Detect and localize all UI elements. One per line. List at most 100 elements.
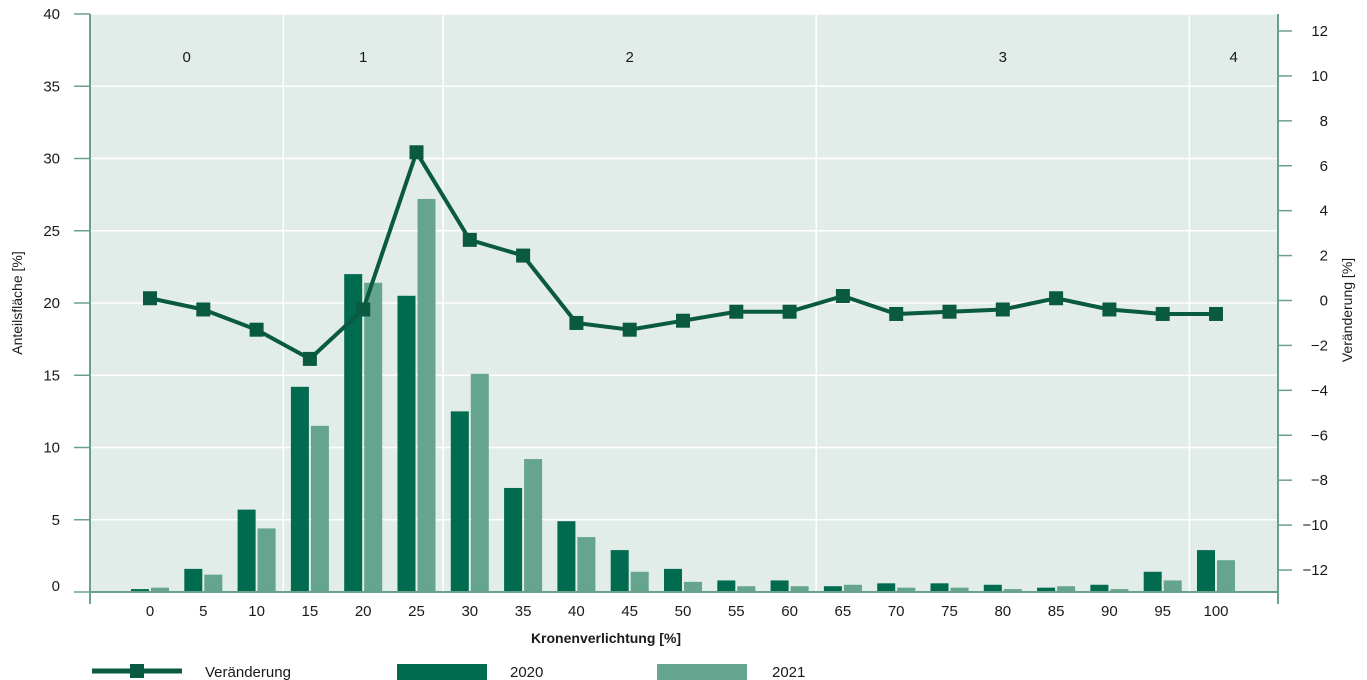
- change-point-30: [462, 232, 477, 247]
- change-point-5: [196, 302, 211, 317]
- bar-2021-5: [204, 574, 223, 592]
- y2-tick-label-8: 8: [1320, 113, 1328, 130]
- bar-2020-10: [237, 509, 256, 592]
- change-point-0: [143, 291, 157, 306]
- grid: [90, 13, 1278, 521]
- y-tick-label-20: 20: [43, 295, 60, 312]
- change-point-40: [569, 315, 584, 330]
- bar-2020-5: [184, 568, 203, 592]
- x-tick-label-5: 5: [199, 603, 207, 620]
- bar-2020-90: [1090, 584, 1109, 592]
- change-point-45: [622, 322, 637, 337]
- legend-item-2021[interactable]: 2021: [657, 664, 805, 680]
- bar-2020-35: [504, 487, 523, 592]
- x-tick-label-95: 95: [1154, 603, 1171, 620]
- change-point-70: [889, 306, 904, 321]
- y2-tick-label-2: 2: [1320, 248, 1328, 265]
- change-point-60: [782, 304, 797, 319]
- bar-2020-20: [344, 274, 363, 592]
- change-point-90: [1102, 302, 1117, 317]
- y-tick-label-40: 40: [43, 6, 60, 23]
- y-tick-label-35: 35: [43, 78, 60, 95]
- change-point-65: [835, 289, 850, 304]
- bar-2021-100: [1217, 560, 1235, 592]
- change-point-95: [1155, 306, 1170, 321]
- x-tick-label-20: 20: [355, 603, 372, 620]
- bar-2021-55: [737, 586, 756, 592]
- class-label-4: 4: [1230, 49, 1238, 66]
- bar-2020-80: [983, 584, 1002, 592]
- legend-label-2021: 2021: [772, 664, 805, 680]
- y2-tick-label-6: 6: [1320, 158, 1328, 175]
- change-line: [143, 145, 1223, 366]
- y-tick-label-10: 10: [43, 440, 60, 457]
- bar-2020-95: [1143, 571, 1162, 592]
- y-tick-label-5: 5: [52, 512, 60, 529]
- change-point-55: [729, 304, 744, 319]
- x-tick-label-90: 90: [1101, 603, 1118, 620]
- x-tick-label-10: 10: [248, 603, 265, 620]
- y2-tick-label-10: 10: [1311, 68, 1328, 85]
- bar-2021-60: [790, 586, 809, 592]
- x-tick-label-60: 60: [781, 603, 798, 620]
- y2-tick-label-12: 12: [1311, 23, 1328, 40]
- legend-label-change: Veränderung: [205, 664, 291, 680]
- y2-tick-label--6: −6: [1311, 427, 1328, 444]
- bar-2021-45: [630, 571, 649, 592]
- bar-2020-85: [1037, 587, 1056, 592]
- change-point-100: [1209, 306, 1223, 321]
- class-labels: 0 1 2 3 4: [182, 49, 1237, 66]
- legend-item-2020[interactable]: 2020: [397, 664, 543, 680]
- legend-marker-swatch: [130, 664, 144, 678]
- bar-2021-25: [417, 198, 436, 592]
- legend-swatch-2020: [397, 664, 487, 680]
- change-point-25: [409, 145, 424, 160]
- x-tick-label-25: 25: [408, 603, 425, 620]
- bar-2021-95: [1163, 580, 1182, 592]
- bars-2021: [151, 198, 1235, 592]
- x-tick-label-50: 50: [675, 603, 692, 620]
- bar-2021-10: [257, 528, 276, 592]
- change-point-10: [249, 322, 264, 337]
- x-tick-label-70: 70: [888, 603, 905, 620]
- bar-2021-70: [897, 587, 916, 592]
- y2-tick-label-0: 0: [1320, 293, 1328, 310]
- bar-2020-30: [450, 411, 469, 592]
- bar-2020-55: [717, 580, 736, 592]
- y-tick-label-30: 30: [43, 151, 60, 168]
- x-tick-label-30: 30: [461, 603, 478, 620]
- class-label-3: 3: [999, 49, 1007, 66]
- x-tick-labels: 0 5 10 15 20 25 30 35 40 45 50 55 60 65 70 75 80 85 90 95 10…: [146, 603, 1229, 620]
- x-axis-title: Kronenverlichtung [%]: [531, 630, 681, 646]
- y2-axis-title: Veränderung [%]: [1339, 258, 1355, 362]
- y2-tick-label--4: −4: [1311, 382, 1328, 399]
- bar-2021-90: [1110, 589, 1129, 592]
- bar-2021-75: [950, 587, 969, 592]
- x-tick-label-65: 65: [835, 603, 852, 620]
- legend-item-change[interactable]: Veränderung: [92, 664, 291, 680]
- bar-2021-40: [577, 537, 596, 592]
- bar-2020-45: [610, 550, 629, 592]
- bar-2020-65: [823, 586, 842, 592]
- bar-2021-65: [843, 584, 862, 592]
- change-point-35: [516, 248, 531, 263]
- x-tick-label-40: 40: [568, 603, 585, 620]
- legend-label-2020: 2020: [510, 664, 543, 680]
- x-tick-label-85: 85: [1048, 603, 1065, 620]
- bar-2021-50: [684, 581, 702, 592]
- bar-2020-25: [397, 295, 416, 592]
- x-tick-label-15: 15: [302, 603, 319, 620]
- bar-2021-85: [1057, 586, 1076, 592]
- bar-2020-15: [290, 386, 309, 592]
- y2-tick-label--2: −2: [1311, 337, 1328, 354]
- class-label-1: 1: [359, 49, 367, 66]
- bar-2020-70: [877, 583, 896, 592]
- x-tick-label-80: 80: [994, 603, 1011, 620]
- bar-2020-40: [557, 521, 576, 592]
- bar-2021-0: [151, 587, 169, 592]
- bar-2021-30: [470, 373, 489, 592]
- bar-2020-0: [131, 589, 149, 592]
- change-point-75: [942, 304, 957, 319]
- y-axis-title: Anteilsfläche [%]: [9, 251, 25, 355]
- change-point-85: [1049, 291, 1064, 306]
